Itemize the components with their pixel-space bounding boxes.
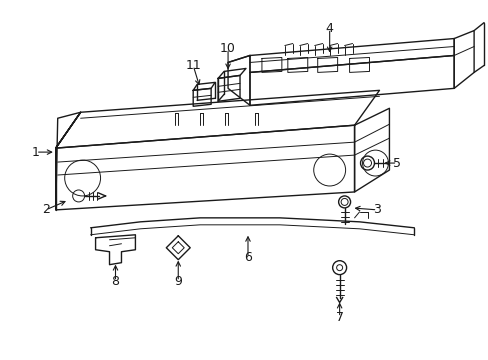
Text: 9: 9 [174, 275, 182, 288]
Text: 1: 1 [32, 145, 40, 159]
Text: 11: 11 [185, 59, 201, 72]
Text: 8: 8 [111, 275, 119, 288]
Text: 10: 10 [220, 42, 236, 55]
Text: 3: 3 [373, 203, 381, 216]
Text: 7: 7 [335, 311, 343, 324]
Text: 2: 2 [42, 203, 50, 216]
Text: 4: 4 [325, 22, 333, 35]
Text: 6: 6 [244, 251, 251, 264]
Text: 5: 5 [393, 157, 401, 170]
